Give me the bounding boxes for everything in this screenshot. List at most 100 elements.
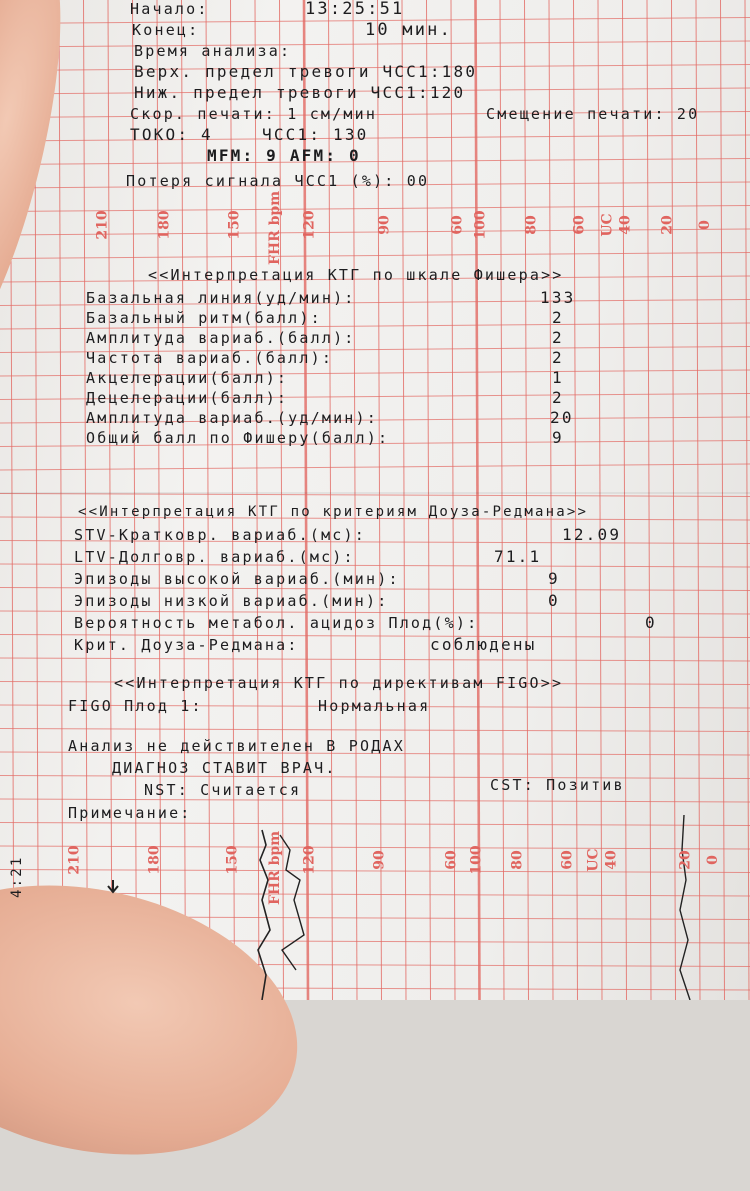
figo-value: Нормальная [318, 697, 431, 715]
fhr-unit-label: FHR bpm [267, 190, 284, 266]
dawes-redman-title: <<Интерпретация КТГ по критериям Доуза-Р… [78, 504, 589, 520]
grid-line-horizontal [0, 775, 750, 779]
grid-line-vertical [474, 0, 481, 1000]
grid-line-vertical [744, 0, 750, 1000]
figo-title: <<Интерпретация КТГ по директивам FIGO>> [114, 674, 564, 692]
uc-tick-label: 40 [603, 850, 620, 870]
uc-tick-label: 100 [472, 210, 489, 240]
fhr-tick-label: 180 [156, 210, 173, 240]
fhr-tick-label: 90 [371, 850, 388, 870]
row-value: 9 [548, 569, 560, 588]
grid-line-vertical [499, 0, 505, 1000]
grid-line-horizontal [0, 64, 750, 71]
grid-line-horizontal [0, 299, 750, 306]
fhr-trace [257, 829, 271, 1000]
toco: ТОКО: 4 [130, 125, 213, 144]
fisher-title: <<Интерпретация КТГ по шкале Фишера>> [148, 266, 564, 284]
grid-line-horizontal [0, 87, 750, 95]
row-label: Частота вариаб.(балл): [86, 349, 334, 367]
fhr-unit-label: FHR bpm [267, 830, 284, 906]
grid-line-vertical [401, 0, 407, 1000]
row-value: 71.1 [494, 547, 542, 566]
uc-trace [679, 814, 691, 1000]
row-label: Децелерации(балл): [86, 389, 289, 407]
fhr-tick-label: 150 [224, 845, 241, 875]
grid-line-horizontal [0, 681, 750, 685]
row-label: STV-Кратковр. вариаб.(мс): [74, 526, 366, 544]
row-label: Крит. Доуза-Редмана: [74, 636, 299, 654]
time-mark: 4:21 [9, 855, 25, 898]
print-speed: Скор. печати: 1 см/мин [130, 105, 378, 123]
grid-line-horizontal [0, 322, 750, 330]
row-label: Базальная линия(уд/мин): [86, 289, 356, 307]
row-label: Амплитуда вариаб.(уд/мин): [86, 409, 378, 427]
uc-tick-label: 40 [617, 215, 634, 235]
figo-label: FIGO Плод 1: [68, 697, 203, 715]
row-value: 2 [552, 388, 564, 407]
row-value: 20 [550, 408, 574, 427]
grid-line-vertical [156, 0, 162, 1000]
grid-line-horizontal [0, 869, 750, 873]
grid-line-horizontal [0, 440, 750, 447]
row-label: LTV-Долговр. вариаб.(мс): [74, 548, 355, 566]
grid-line-vertical [58, 0, 64, 1000]
grid-line-horizontal [0, 634, 750, 638]
grid-line-vertical [83, 0, 88, 1000]
grid-line-vertical [573, 0, 578, 1000]
row-label: Базальный ритм(балл): [86, 309, 322, 327]
grid-line-vertical [671, 0, 676, 1000]
signal-loss: Потеря сигнала ЧСС1 (%): 00 [126, 172, 430, 190]
fhr-tick-label: 120 [301, 845, 318, 875]
row-label: Эпизоды высокой вариаб.(мин): [74, 570, 400, 588]
print-offset: Смещение печати: 20 [486, 105, 700, 123]
grid-line-horizontal [0, 516, 750, 521]
row-value: 2 [552, 348, 564, 367]
grid-line-horizontal [0, 158, 750, 165]
row-value: 0 [645, 613, 657, 632]
grid-line-vertical [450, 0, 456, 1000]
uc-tick-label: 20 [659, 215, 676, 235]
fhr-trace-2 [279, 834, 305, 971]
start-label: Начало: [130, 0, 209, 18]
grid-line-vertical [205, 0, 211, 1000]
row-value: 9 [552, 428, 564, 447]
row-label: Эпизоды низкой вариаб.(мин): [74, 592, 389, 610]
fhr-tick-label: 60 [449, 215, 466, 235]
grid-line-vertical [377, 0, 382, 1000]
uc-tick-label: 60 [559, 850, 576, 870]
uc-tick-label: 100 [468, 845, 485, 875]
grid-line-vertical [548, 0, 554, 1000]
grid-line-vertical [597, 0, 603, 1000]
grid-line-horizontal [0, 540, 750, 544]
grid-line-horizontal [0, 346, 750, 353]
analysis-time-value: 10 мин. [365, 20, 453, 40]
grid-line-horizontal [0, 563, 750, 568]
grid-line-horizontal [0, 704, 750, 709]
analysis-time-label: Время анализа: [134, 42, 292, 60]
grid-line-horizontal [0, 728, 750, 732]
uc-tick-label: 80 [523, 215, 540, 235]
grid-line-horizontal [0, 393, 750, 400]
row-label: Акцелерации(балл): [86, 369, 289, 387]
grid-line-horizontal [0, 845, 750, 850]
nst-result: NST: Считается [144, 781, 302, 799]
grid-line-horizontal [0, 587, 750, 591]
grid-line-vertical [302, 0, 310, 1000]
grid-line-horizontal [0, 17, 750, 24]
grid-line-vertical [646, 0, 652, 1000]
grid-line-horizontal [0, 181, 750, 189]
grid-line-horizontal [0, 751, 750, 756]
fhr-tick-label: 150 [226, 210, 243, 240]
grid-line-vertical [230, 0, 235, 1000]
upper-alarm: Верх. предел тревоги ЧСС1:180 [134, 62, 478, 81]
fhr-tick-label: 120 [301, 210, 318, 240]
uc-tick-label: 0 [704, 855, 721, 865]
grid-line-horizontal [0, 111, 750, 118]
grid-line-horizontal [0, 416, 750, 424]
fhr-tick-label: 210 [66, 845, 83, 875]
grid-line-horizontal [0, 610, 750, 615]
grid-line-vertical [328, 0, 333, 1000]
row-value: 0 [548, 591, 560, 610]
row-label: Амплитуда вариаб.(балл): [86, 329, 356, 347]
grid-line-vertical [524, 0, 529, 1000]
